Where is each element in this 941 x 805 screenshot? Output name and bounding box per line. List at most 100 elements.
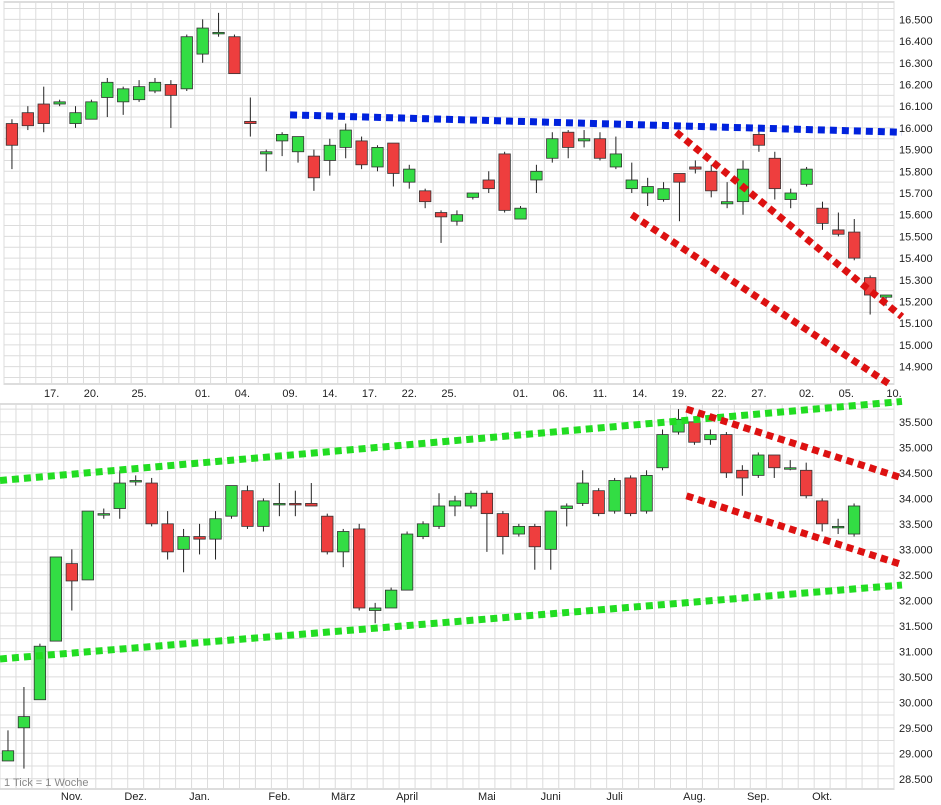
upper-grid <box>3 2 895 384</box>
candle-up <box>323 144 336 161</box>
candle-down <box>387 142 400 174</box>
candle-up <box>530 170 543 181</box>
x-tick-label: 25. <box>131 388 146 400</box>
candle-up <box>800 168 813 185</box>
x-tick-label: 17. <box>44 388 59 400</box>
candle-up <box>400 533 414 591</box>
candle-up <box>69 112 82 124</box>
x-tick-label: Okt. <box>812 791 832 803</box>
candle-down <box>816 207 829 224</box>
y-tick-label: 32.500 <box>899 570 933 582</box>
candle-up <box>546 138 559 159</box>
candle-up <box>576 482 589 504</box>
candle-down <box>736 469 749 479</box>
y-tick-label: 31.000 <box>899 646 933 658</box>
candle-down <box>800 469 813 497</box>
x-tick-label: 20. <box>84 388 99 400</box>
y-tick-label: 15.800 <box>899 166 933 178</box>
candle-up <box>416 523 430 537</box>
lower-candles <box>1 409 861 769</box>
y-tick-label: 15.000 <box>899 340 933 352</box>
candle-up <box>1 750 15 762</box>
candle-up <box>49 556 63 642</box>
y-tick-label: 15.200 <box>899 297 933 309</box>
y-tick-label: 35.500 <box>899 417 933 429</box>
candle-down <box>289 503 302 506</box>
y-tick-label: 30.500 <box>899 672 933 684</box>
candle-up <box>879 294 893 298</box>
y-tick-label: 35.000 <box>899 442 933 454</box>
candle-up <box>101 81 114 98</box>
candle-up <box>339 129 352 148</box>
candle-down <box>816 500 829 525</box>
trendline-red-dotted <box>629 211 892 387</box>
candle-up <box>450 214 464 222</box>
y-tick-label: 31.500 <box>899 621 933 633</box>
y-tick-label: 15.400 <box>899 253 933 265</box>
lower-trendlines <box>0 397 904 663</box>
upper-x-axis: 17. 20. 25. 01. 04. 09. 14. 17. 22. 25. 01. 06. 11. 1… <box>44 388 902 400</box>
candle-down <box>528 525 541 548</box>
y-tick-label: 15.500 <box>899 231 933 243</box>
trendline-green-dotted <box>0 397 903 484</box>
candle-up <box>291 136 305 153</box>
x-tick-label: 05. <box>839 388 854 400</box>
x-tick-label: Aug. <box>683 791 706 803</box>
trendline-red-dotted <box>685 492 904 568</box>
upper-candles <box>5 12 893 315</box>
trendline-blue-dotted <box>289 111 903 136</box>
x-tick-label: März <box>331 791 355 803</box>
candle-up <box>148 81 162 92</box>
x-tick-label: 09. <box>282 388 297 400</box>
candle-up <box>337 531 350 553</box>
candle-down <box>307 155 321 179</box>
y-tick-label: 15.300 <box>899 275 933 287</box>
x-tick-label: Juli <box>606 791 623 803</box>
candle-down <box>161 523 174 553</box>
candle-down <box>37 103 50 124</box>
candle-up <box>432 505 446 527</box>
candle-up <box>97 513 110 516</box>
candle-up <box>276 133 289 142</box>
lower-x-axis: Nov. Dez. Jan. Feb. März April Mai Juni Juli Aug.… <box>61 791 832 803</box>
candle-down <box>768 454 781 469</box>
candle-down <box>419 190 432 203</box>
y-tick-label: 16.000 <box>899 123 933 135</box>
y-tick-label: 34.000 <box>899 493 933 505</box>
y-tick-label: 15.600 <box>899 210 933 222</box>
x-tick-label: 17. <box>362 388 377 400</box>
x-tick-label: 06. <box>553 388 568 400</box>
candle-up <box>784 192 797 200</box>
candle-up <box>17 716 31 729</box>
y-tick-label: 15.100 <box>899 318 933 330</box>
candle-down <box>832 229 845 235</box>
candle-up <box>847 505 861 535</box>
candle-up <box>225 485 238 517</box>
x-tick-label: 14. <box>322 388 337 400</box>
y-tick-label: 34.500 <box>899 468 933 480</box>
candle-down <box>480 492 494 515</box>
x-tick-label: 22. <box>402 388 417 400</box>
candle-down <box>624 477 637 515</box>
candle-up <box>721 201 734 205</box>
candle-down <box>720 434 733 474</box>
tick-interval-note: 1 Tick = 1 Woche <box>4 777 88 789</box>
trendline-red-dotted <box>674 129 905 320</box>
trendline-red-dotted <box>685 405 904 482</box>
candle-up <box>514 207 527 220</box>
x-tick-label: 19. <box>672 388 687 400</box>
candle-up <box>196 27 209 55</box>
lower-y-axis: 35.500 35.000 34.500 34.000 33.500 33.000 32.5… <box>899 417 933 786</box>
candle-down <box>241 490 254 527</box>
candle-up <box>132 86 146 101</box>
x-tick-label: Dez. <box>124 791 147 803</box>
candle-up <box>464 492 478 507</box>
candle-up <box>656 434 669 469</box>
candle-up <box>577 138 591 142</box>
candle-up <box>81 510 94 581</box>
x-tick-label: Juni <box>541 791 561 803</box>
candle-down <box>562 131 575 148</box>
trendline-green-dotted <box>0 581 903 663</box>
candle-down <box>65 563 78 582</box>
x-tick-label: 14. <box>632 388 647 400</box>
